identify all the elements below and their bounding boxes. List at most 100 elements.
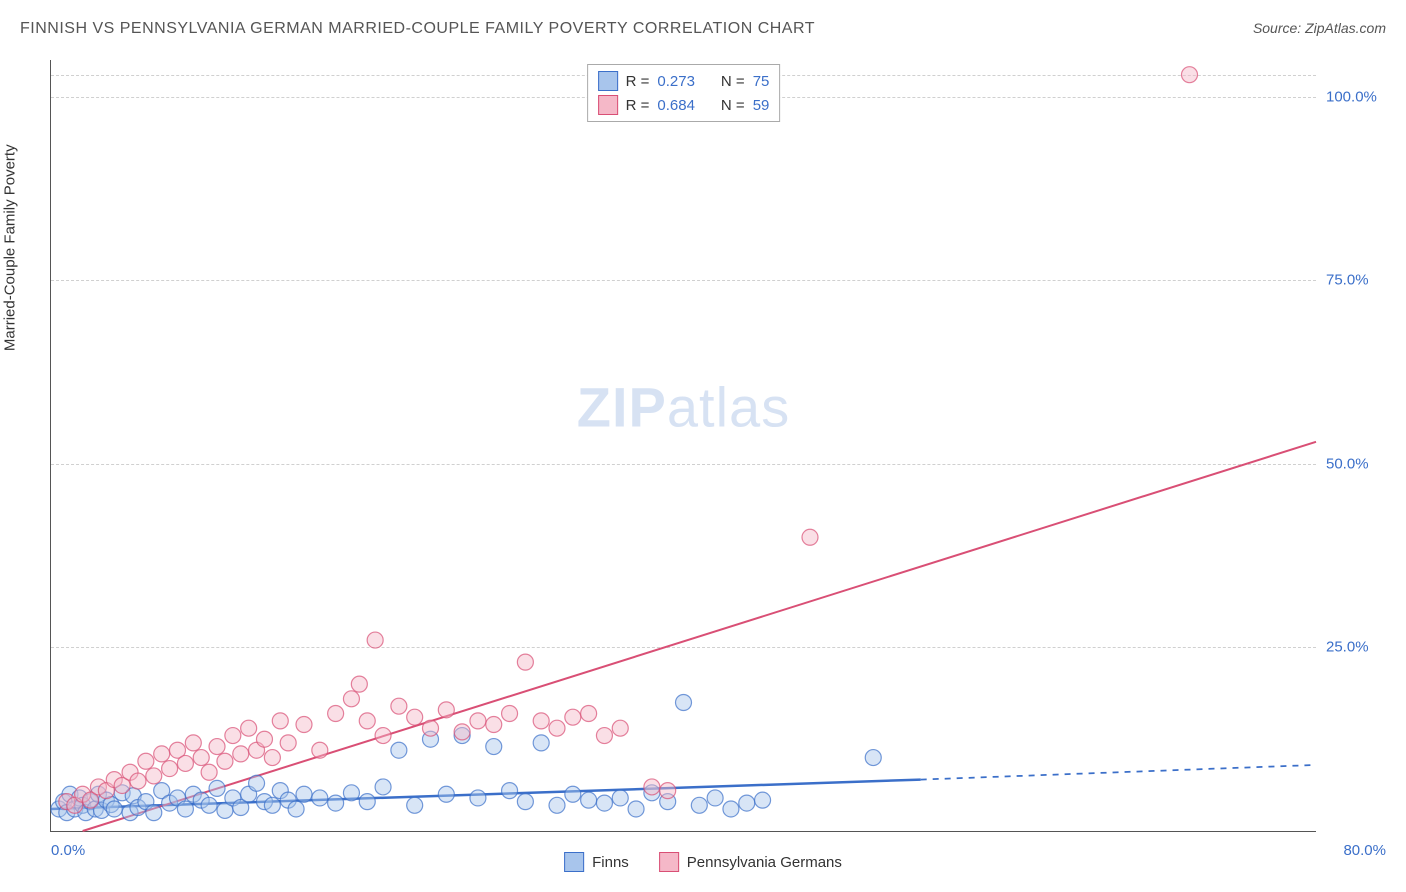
data-point <box>755 792 771 808</box>
series-legend: Finns Pennsylvania Germans <box>564 852 842 872</box>
r-label: R = <box>626 73 650 90</box>
trend-line <box>83 442 1316 831</box>
data-point <box>375 728 391 744</box>
data-point <box>177 801 193 817</box>
stat-row: R = 0.684 N = 59 <box>598 93 770 117</box>
y-tick-label: 75.0% <box>1326 272 1391 289</box>
correlation-legend: R =0.273N =75R =0.684N =59 <box>587 64 781 122</box>
data-point <box>723 801 739 817</box>
data-point <box>256 731 272 747</box>
data-point <box>644 779 660 795</box>
data-point <box>391 698 407 714</box>
data-point <box>565 709 581 725</box>
data-point <box>423 720 439 736</box>
data-point <box>328 795 344 811</box>
data-point <box>296 717 312 733</box>
legend-swatch <box>598 95 618 115</box>
data-point <box>470 790 486 806</box>
data-point <box>391 742 407 758</box>
data-point <box>438 702 454 718</box>
data-point <box>359 794 375 810</box>
data-point <box>209 739 225 755</box>
data-point <box>596 728 612 744</box>
data-point <box>217 753 233 769</box>
data-point <box>288 801 304 817</box>
data-point <box>612 790 628 806</box>
data-point <box>549 720 565 736</box>
n-label: N = <box>721 73 745 90</box>
legend-items-container: Finns Pennsylvania Germans <box>564 852 842 872</box>
source-value: ZipAtlas.com <box>1305 20 1386 36</box>
data-point <box>676 695 692 711</box>
data-point <box>241 720 257 736</box>
data-point <box>343 785 359 801</box>
data-point <box>193 750 209 766</box>
data-point <box>486 739 502 755</box>
data-point <box>154 746 170 762</box>
x-tick-label: 0.0% <box>51 842 85 859</box>
data-point <box>565 786 581 802</box>
data-point <box>375 779 391 795</box>
data-point <box>438 786 454 802</box>
legend-item: Pennsylvania Germans <box>659 852 842 872</box>
legend-swatch <box>564 852 584 872</box>
data-point <box>517 654 533 670</box>
data-point <box>581 792 597 808</box>
data-point <box>628 801 644 817</box>
data-point <box>454 724 470 740</box>
data-point <box>1182 67 1198 83</box>
data-point <box>130 773 146 789</box>
plot-area: ZIPatlas 25.0%50.0%75.0%100.0% 0.0%80.0%… <box>50 60 1316 832</box>
data-point <box>264 750 280 766</box>
data-point <box>691 797 707 813</box>
data-point <box>407 797 423 813</box>
data-point <box>533 735 549 751</box>
scatter-svg <box>51 60 1316 831</box>
data-point <box>612 720 628 736</box>
data-point <box>146 805 162 821</box>
data-point <box>660 783 676 799</box>
data-point <box>865 750 881 766</box>
data-point <box>138 753 154 769</box>
data-point <box>209 780 225 796</box>
data-point <box>502 783 518 799</box>
data-point <box>328 706 344 722</box>
stat-rows-container: R =0.273N =75R =0.684N =59 <box>598 69 770 117</box>
data-point <box>233 746 249 762</box>
data-point <box>280 735 296 751</box>
legend-label: Finns <box>592 854 629 871</box>
data-point <box>407 709 423 725</box>
legend-swatch <box>659 852 679 872</box>
data-point <box>106 801 122 817</box>
data-point <box>517 794 533 810</box>
n-value: 59 <box>753 97 770 114</box>
data-point <box>312 790 328 806</box>
r-value: 0.684 <box>657 97 695 114</box>
source-attribution: Source: ZipAtlas.com <box>1253 20 1386 36</box>
data-point <box>225 728 241 744</box>
y-axis-label: Married-Couple Family Poverty <box>2 144 19 351</box>
data-point <box>596 795 612 811</box>
r-label: R = <box>626 97 650 114</box>
data-point <box>177 755 193 771</box>
data-point <box>533 713 549 729</box>
n-label: N = <box>721 97 745 114</box>
data-point <box>249 775 265 791</box>
data-point <box>272 713 288 729</box>
legend-label: Pennsylvania Germans <box>687 854 842 871</box>
data-point <box>486 717 502 733</box>
data-point <box>296 786 312 802</box>
data-point <box>367 632 383 648</box>
legend-item: Finns <box>564 852 629 872</box>
data-point <box>351 676 367 692</box>
trend-line-dashed <box>921 765 1316 780</box>
data-point <box>549 797 565 813</box>
data-point <box>343 691 359 707</box>
scatter-points-group <box>51 67 1198 821</box>
data-point <box>359 713 375 729</box>
data-point <box>312 742 328 758</box>
y-tick-label: 100.0% <box>1326 88 1391 105</box>
chart-title: FINNISH VS PENNSYLVANIA GERMAN MARRIED-C… <box>20 20 815 38</box>
data-point <box>146 768 162 784</box>
data-point <box>162 761 178 777</box>
